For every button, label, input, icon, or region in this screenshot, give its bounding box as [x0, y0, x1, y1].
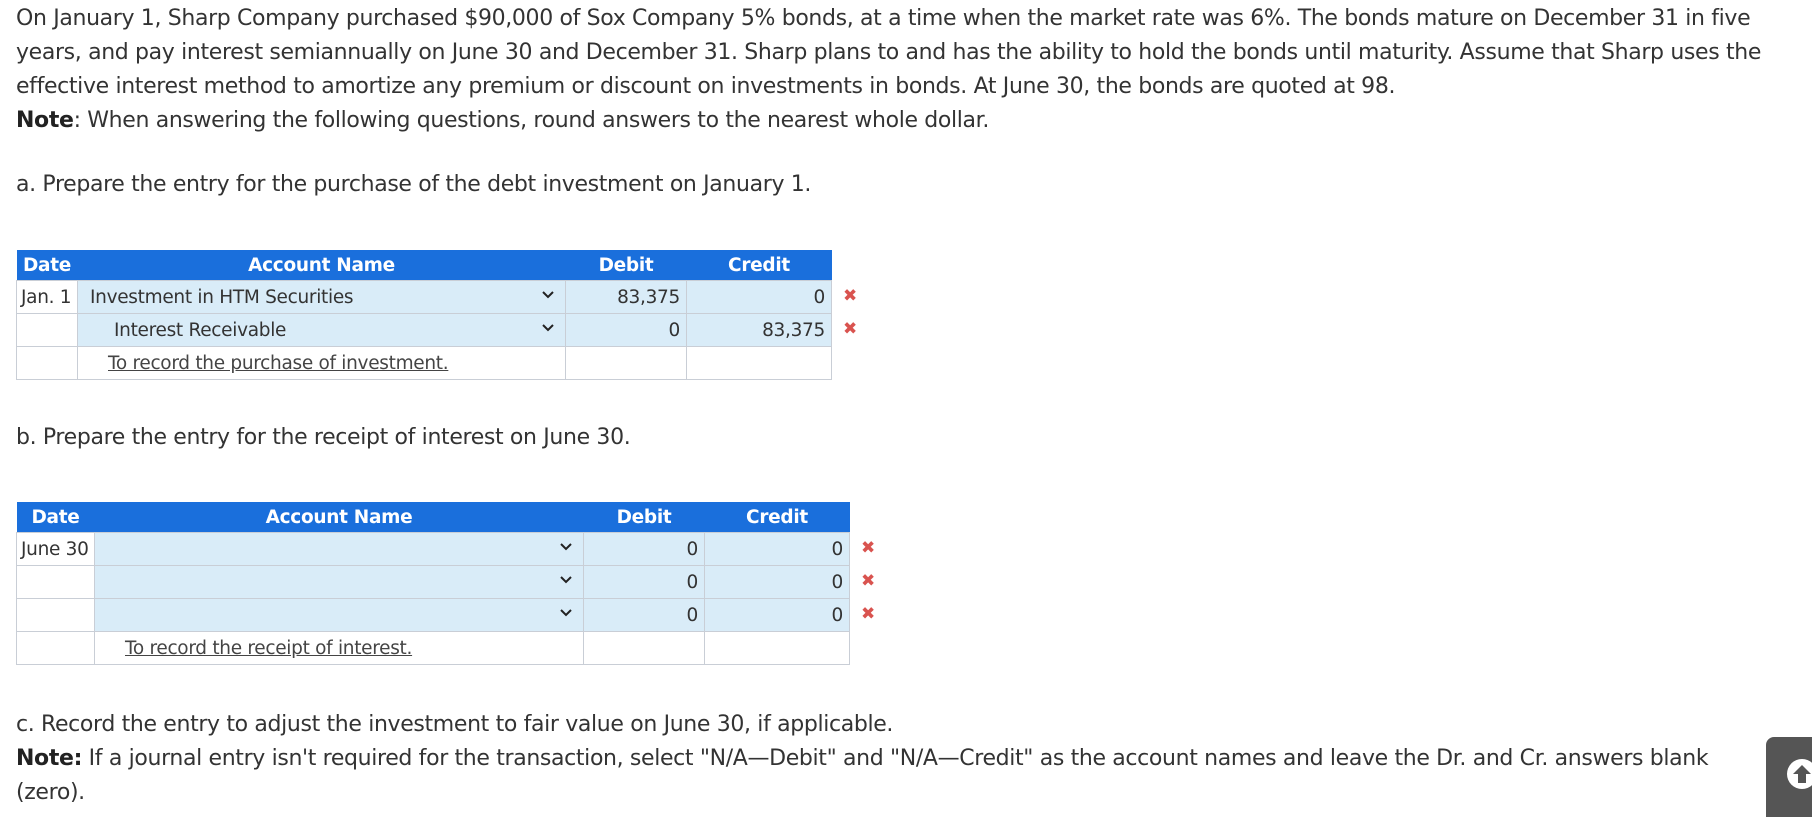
empty-cell [686, 346, 832, 380]
question-a: a. Prepare the entry for the purchase of… [16, 172, 812, 197]
arrow-up-icon [1787, 759, 1812, 789]
account-value: Investment in HTM Securities [90, 286, 354, 308]
header-date: Date [16, 502, 95, 533]
credit-input[interactable]: 0 ✖ [704, 532, 875, 566]
account-value [95, 572, 107, 593]
chevron-down-icon[interactable] [541, 286, 555, 304]
question-c: c. Record the entry to adjust the invest… [16, 708, 1766, 810]
note-label: Note: [16, 746, 83, 771]
chevron-down-icon[interactable] [541, 319, 555, 337]
debit-input[interactable]: 0 [583, 565, 705, 599]
credit-value: 0 [813, 286, 826, 308]
account-select[interactable] [94, 598, 584, 632]
empty-cell [704, 631, 850, 665]
table-row: 0 0 ✖ [16, 565, 875, 599]
question-b: b. Prepare the entry for the receipt of … [16, 425, 631, 450]
table-row: Interest Receivable 0 83,375 ✖ [16, 313, 857, 347]
debit-input[interactable]: 0 [583, 532, 705, 566]
credit-value: 83,375 [762, 319, 825, 341]
chevron-down-icon[interactable] [559, 604, 573, 622]
note-text: : When answering the following questions… [73, 108, 990, 133]
memo-text: To record the receipt of interest. [125, 637, 413, 659]
credit-value: 0 [831, 538, 844, 560]
chevron-down-icon[interactable] [559, 538, 573, 556]
account-value: Interest Receivable [114, 319, 287, 341]
memo-cell: To record the receipt of interest. [94, 631, 584, 665]
incorrect-icon: ✖ [861, 604, 875, 624]
header-date: Date [16, 250, 78, 281]
credit-value: 0 [831, 571, 844, 593]
account-select[interactable]: Investment in HTM Securities [77, 280, 566, 314]
note-text: If a journal entry isn't required for th… [16, 746, 1709, 805]
problem-statement: On January 1, Sharp Company purchased $9… [16, 2, 1811, 138]
table-row: June 30 0 0 ✖ [16, 532, 875, 566]
incorrect-icon: ✖ [843, 286, 857, 306]
account-select[interactable]: Interest Receivable [77, 313, 566, 347]
problem-text: On January 1, Sharp Company purchased $9… [16, 6, 1762, 99]
scroll-top-button[interactable] [1766, 737, 1812, 817]
credit-input[interactable]: 0 ✖ [704, 565, 875, 599]
credit-input[interactable]: 0 ✖ [704, 598, 875, 632]
table-row: 0 0 ✖ [16, 598, 875, 632]
table-row: Jan. 1 Investment in HTM Securities 83,3… [16, 280, 857, 314]
debit-input[interactable]: 83,375 [565, 280, 687, 314]
header-debit: Debit [583, 502, 705, 533]
journal-table-b: Date Account Name Debit Credit June 30 0… [16, 502, 875, 665]
table-header: Date Account Name Debit Credit [16, 250, 832, 281]
date-cell [16, 565, 95, 599]
account-select[interactable] [94, 532, 584, 566]
header-debit: Debit [565, 250, 687, 281]
date-cell [16, 313, 78, 347]
memo-text: To record the purchase of investment. [108, 352, 449, 374]
empty-cell [565, 346, 687, 380]
header-credit: Credit [704, 502, 850, 533]
memo-row: To record the purchase of investment. [16, 346, 832, 380]
journal-table-a: Date Account Name Debit Credit Jan. 1 In… [16, 250, 857, 380]
credit-input[interactable]: 0 ✖ [686, 280, 857, 314]
header-account: Account Name [77, 250, 566, 281]
debit-input[interactable]: 0 [565, 313, 687, 347]
header-credit: Credit [686, 250, 832, 281]
debit-input[interactable]: 0 [583, 598, 705, 632]
account-value [95, 539, 107, 560]
incorrect-icon: ✖ [861, 538, 875, 558]
incorrect-icon: ✖ [861, 571, 875, 591]
chevron-down-icon[interactable] [559, 571, 573, 589]
account-select[interactable] [94, 565, 584, 599]
question-c-text: c. Record the entry to adjust the invest… [16, 712, 894, 737]
empty-cell [16, 631, 95, 665]
date-cell [16, 598, 95, 632]
date-cell: June 30 [16, 532, 95, 566]
memo-row: To record the receipt of interest. [16, 631, 850, 665]
note-label: Note [16, 108, 74, 133]
credit-input[interactable]: 83,375 ✖ [686, 313, 857, 347]
header-account: Account Name [94, 502, 584, 533]
credit-value: 0 [831, 604, 844, 626]
memo-cell: To record the purchase of investment. [77, 346, 566, 380]
date-cell: Jan. 1 [16, 280, 78, 314]
account-value [95, 605, 107, 626]
incorrect-icon: ✖ [843, 319, 857, 339]
empty-cell [16, 346, 78, 380]
table-header: Date Account Name Debit Credit [16, 502, 850, 533]
empty-cell [583, 631, 705, 665]
